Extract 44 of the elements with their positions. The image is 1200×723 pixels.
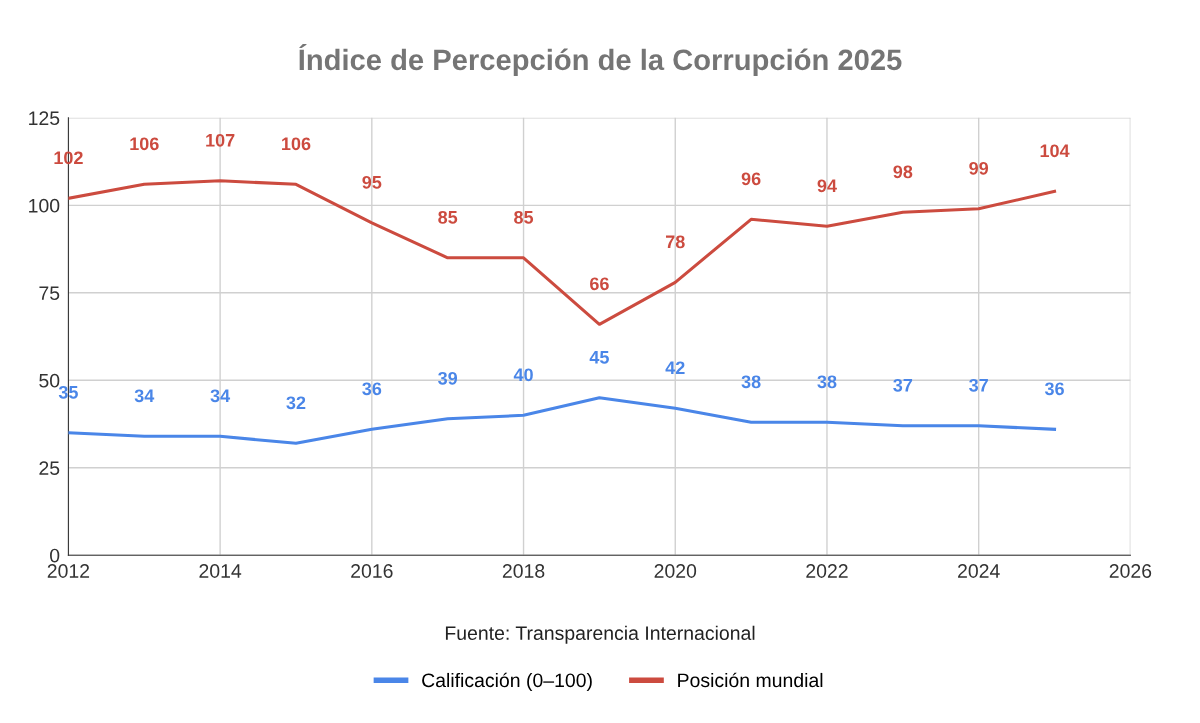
data-label: 94 (817, 179, 837, 193)
data-label: 98 (893, 165, 913, 179)
y-tick-label: 50 (39, 373, 60, 388)
x-tick-label: 2014 (199, 564, 242, 578)
data-label: 104 (1040, 144, 1070, 158)
data-label: 36 (1044, 382, 1064, 396)
data-label: 66 (590, 277, 609, 291)
data-label: 38 (817, 375, 837, 389)
y-tick-label: 75 (39, 286, 60, 301)
source-note: Fuente: Transparencia Internacional (445, 625, 755, 644)
data-label: 36 (362, 382, 382, 396)
y-tick-label: 25 (39, 461, 60, 476)
chart-title: Índice de Percepción de la Corrupción 2025 (299, 44, 902, 76)
data-label: 37 (893, 378, 913, 392)
data-label: 99 (969, 161, 989, 175)
y-tick-label: 0 (50, 548, 60, 563)
data-label: 106 (130, 137, 159, 151)
data-label: 85 (438, 210, 458, 224)
data-label: 45 (589, 351, 609, 364)
data-label: 42 (665, 361, 685, 374)
data-label: 106 (282, 137, 311, 151)
x-tick-label: 2012 (47, 564, 90, 578)
data-label: 37 (969, 378, 988, 392)
data-label: 34 (134, 389, 155, 403)
data-label: 40 (513, 368, 533, 382)
y-tick-label: 100 (29, 198, 60, 213)
legend-label: Posición mundial (678, 672, 823, 688)
x-tick-label: 2022 (806, 564, 848, 578)
x-tick-label: 2026 (1109, 564, 1152, 578)
x-tick-label: 2016 (351, 564, 393, 578)
x-tick-label: 2024 (958, 564, 1000, 578)
data-label: 78 (665, 235, 685, 249)
data-label: 85 (514, 210, 534, 224)
data-label: 96 (741, 172, 761, 186)
data-label: 39 (438, 371, 458, 385)
legend-label: Calificación (0–100) (422, 672, 592, 692)
data-label: 95 (362, 175, 382, 189)
data-label: 107 (206, 133, 235, 147)
data-label: 34 (210, 389, 231, 403)
x-tick-label: 2018 (502, 564, 545, 578)
data-label: 32 (286, 396, 306, 410)
x-tick-label: 2020 (654, 564, 697, 578)
data-label: 38 (741, 375, 761, 389)
y-tick-label: 125 (29, 111, 60, 126)
